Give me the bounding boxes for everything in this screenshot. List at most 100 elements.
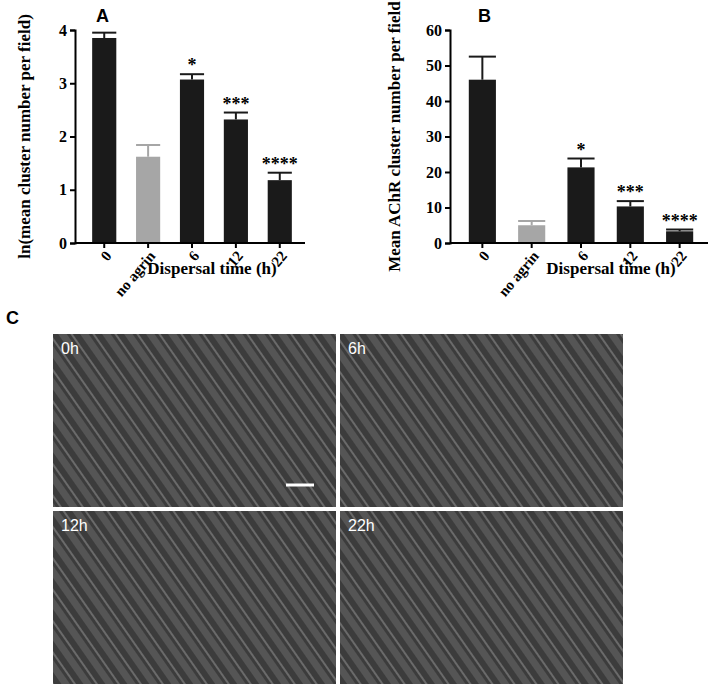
bar (567, 167, 594, 243)
significance: **** (662, 211, 698, 231)
tick: 3 (59, 75, 75, 92)
tick: 0 (59, 235, 75, 252)
micrograph: 12h (53, 511, 336, 684)
significance: * (577, 140, 586, 160)
axis-line (450, 242, 708, 244)
bar (180, 80, 204, 243)
tick-mark (235, 243, 237, 248)
tick-mark (70, 136, 75, 138)
x-axis: 0no agrin61222 (75, 243, 305, 299)
significance: **** (262, 154, 298, 174)
tick-label: 0 (59, 235, 67, 252)
significance: *** (617, 182, 644, 202)
bar (268, 180, 292, 243)
tick-mark (445, 101, 450, 103)
error-stem (481, 57, 483, 80)
image-label: 0h (61, 340, 79, 357)
tick-mark (445, 30, 450, 32)
significance: * (188, 55, 197, 75)
tick-mark (445, 136, 450, 138)
tick: 10 (426, 199, 450, 216)
tick: 30 (426, 128, 450, 145)
micrograph-image (340, 334, 623, 507)
error-bar (136, 145, 160, 157)
tick: 40 (426, 93, 450, 110)
chart-0: ********012340no agrin61222ln(mean clust… (15, 14, 305, 299)
x-axis-title: Dispersal time (h) (546, 259, 675, 278)
tick: 20 (426, 164, 450, 181)
tick-label: 50 (426, 57, 442, 74)
tick-label: 2 (59, 128, 67, 145)
image-label: 6h (348, 340, 366, 357)
tick-label: 60 (426, 22, 442, 39)
tick: no agrin (495, 243, 542, 299)
bar (666, 231, 693, 243)
panel-label: A (96, 6, 109, 26)
tick-label: no agrin (495, 248, 542, 300)
error-stem (147, 145, 149, 157)
tick-label: 0 (97, 248, 114, 264)
tick-mark (445, 65, 450, 67)
tick-label: 30 (426, 128, 442, 145)
error-bar (518, 221, 545, 225)
tick: 1 (59, 181, 75, 198)
micrograph: 6h (340, 334, 623, 507)
tick-mark (531, 243, 533, 248)
tick: 2 (59, 128, 75, 145)
error-bar (268, 173, 292, 180)
bar (136, 157, 160, 243)
tick-mark (445, 172, 450, 174)
tick-label: 40 (426, 93, 442, 110)
error-bar (224, 113, 248, 120)
tick-mark (70, 30, 75, 32)
tick: 50 (426, 57, 450, 74)
axis-line (75, 242, 305, 244)
tick: 4 (59, 22, 75, 39)
tick-label: 1 (59, 181, 67, 198)
bar (518, 225, 545, 243)
y-axis: 0 1 2 3 4 (59, 22, 76, 252)
x-axis: 0no agrin61222 (450, 243, 708, 299)
tick-label: 4 (59, 22, 67, 39)
tick-mark (580, 243, 582, 248)
tick-mark (481, 243, 483, 248)
tick-mark (679, 243, 681, 248)
tick-label: 3 (59, 75, 67, 92)
error-bar (469, 57, 496, 80)
y-axis-title: Mean AChR cluster number per field (385, 1, 404, 272)
plot-area (469, 57, 693, 243)
tick-mark (70, 189, 75, 191)
plot-area (92, 33, 292, 243)
tick-mark (70, 243, 75, 245)
chart-1: ********01020304050600no agrin61222Mean … (385, 1, 708, 300)
micrograph-image (340, 511, 623, 684)
micrograph-image (53, 334, 336, 507)
tick-label: 0 (476, 248, 493, 264)
y-axis: 0 10 20 30 40 50 60 (426, 22, 451, 252)
y-axis-title: ln(mean cluster number per field) (15, 14, 34, 259)
image-label: 22h (348, 517, 375, 534)
tick-label: 10 (426, 199, 442, 216)
error-bar (567, 159, 594, 168)
image-label: 12h (61, 517, 88, 534)
scale-bar (286, 484, 314, 487)
x-axis-title: Dispersal time (h) (147, 259, 276, 278)
error-cap (92, 32, 116, 34)
tick: 0 (434, 235, 450, 252)
bar (92, 38, 116, 243)
tick-label: 20 (426, 164, 442, 181)
tick: 0 (97, 243, 114, 264)
panel-label: B (478, 6, 491, 26)
tick-mark (445, 243, 450, 245)
axis-line (70, 31, 76, 244)
tick-mark (70, 83, 75, 85)
tick-mark (147, 243, 149, 248)
panel-label: C (6, 308, 19, 328)
figure: ********012340no agrin61222ln(mean clust… (0, 0, 721, 684)
micrograph-image (53, 511, 336, 684)
tick-label: 0 (434, 235, 442, 252)
error-cap (469, 56, 496, 58)
tick-mark (629, 243, 631, 248)
tick-mark (279, 243, 281, 248)
error-bar (92, 33, 116, 38)
